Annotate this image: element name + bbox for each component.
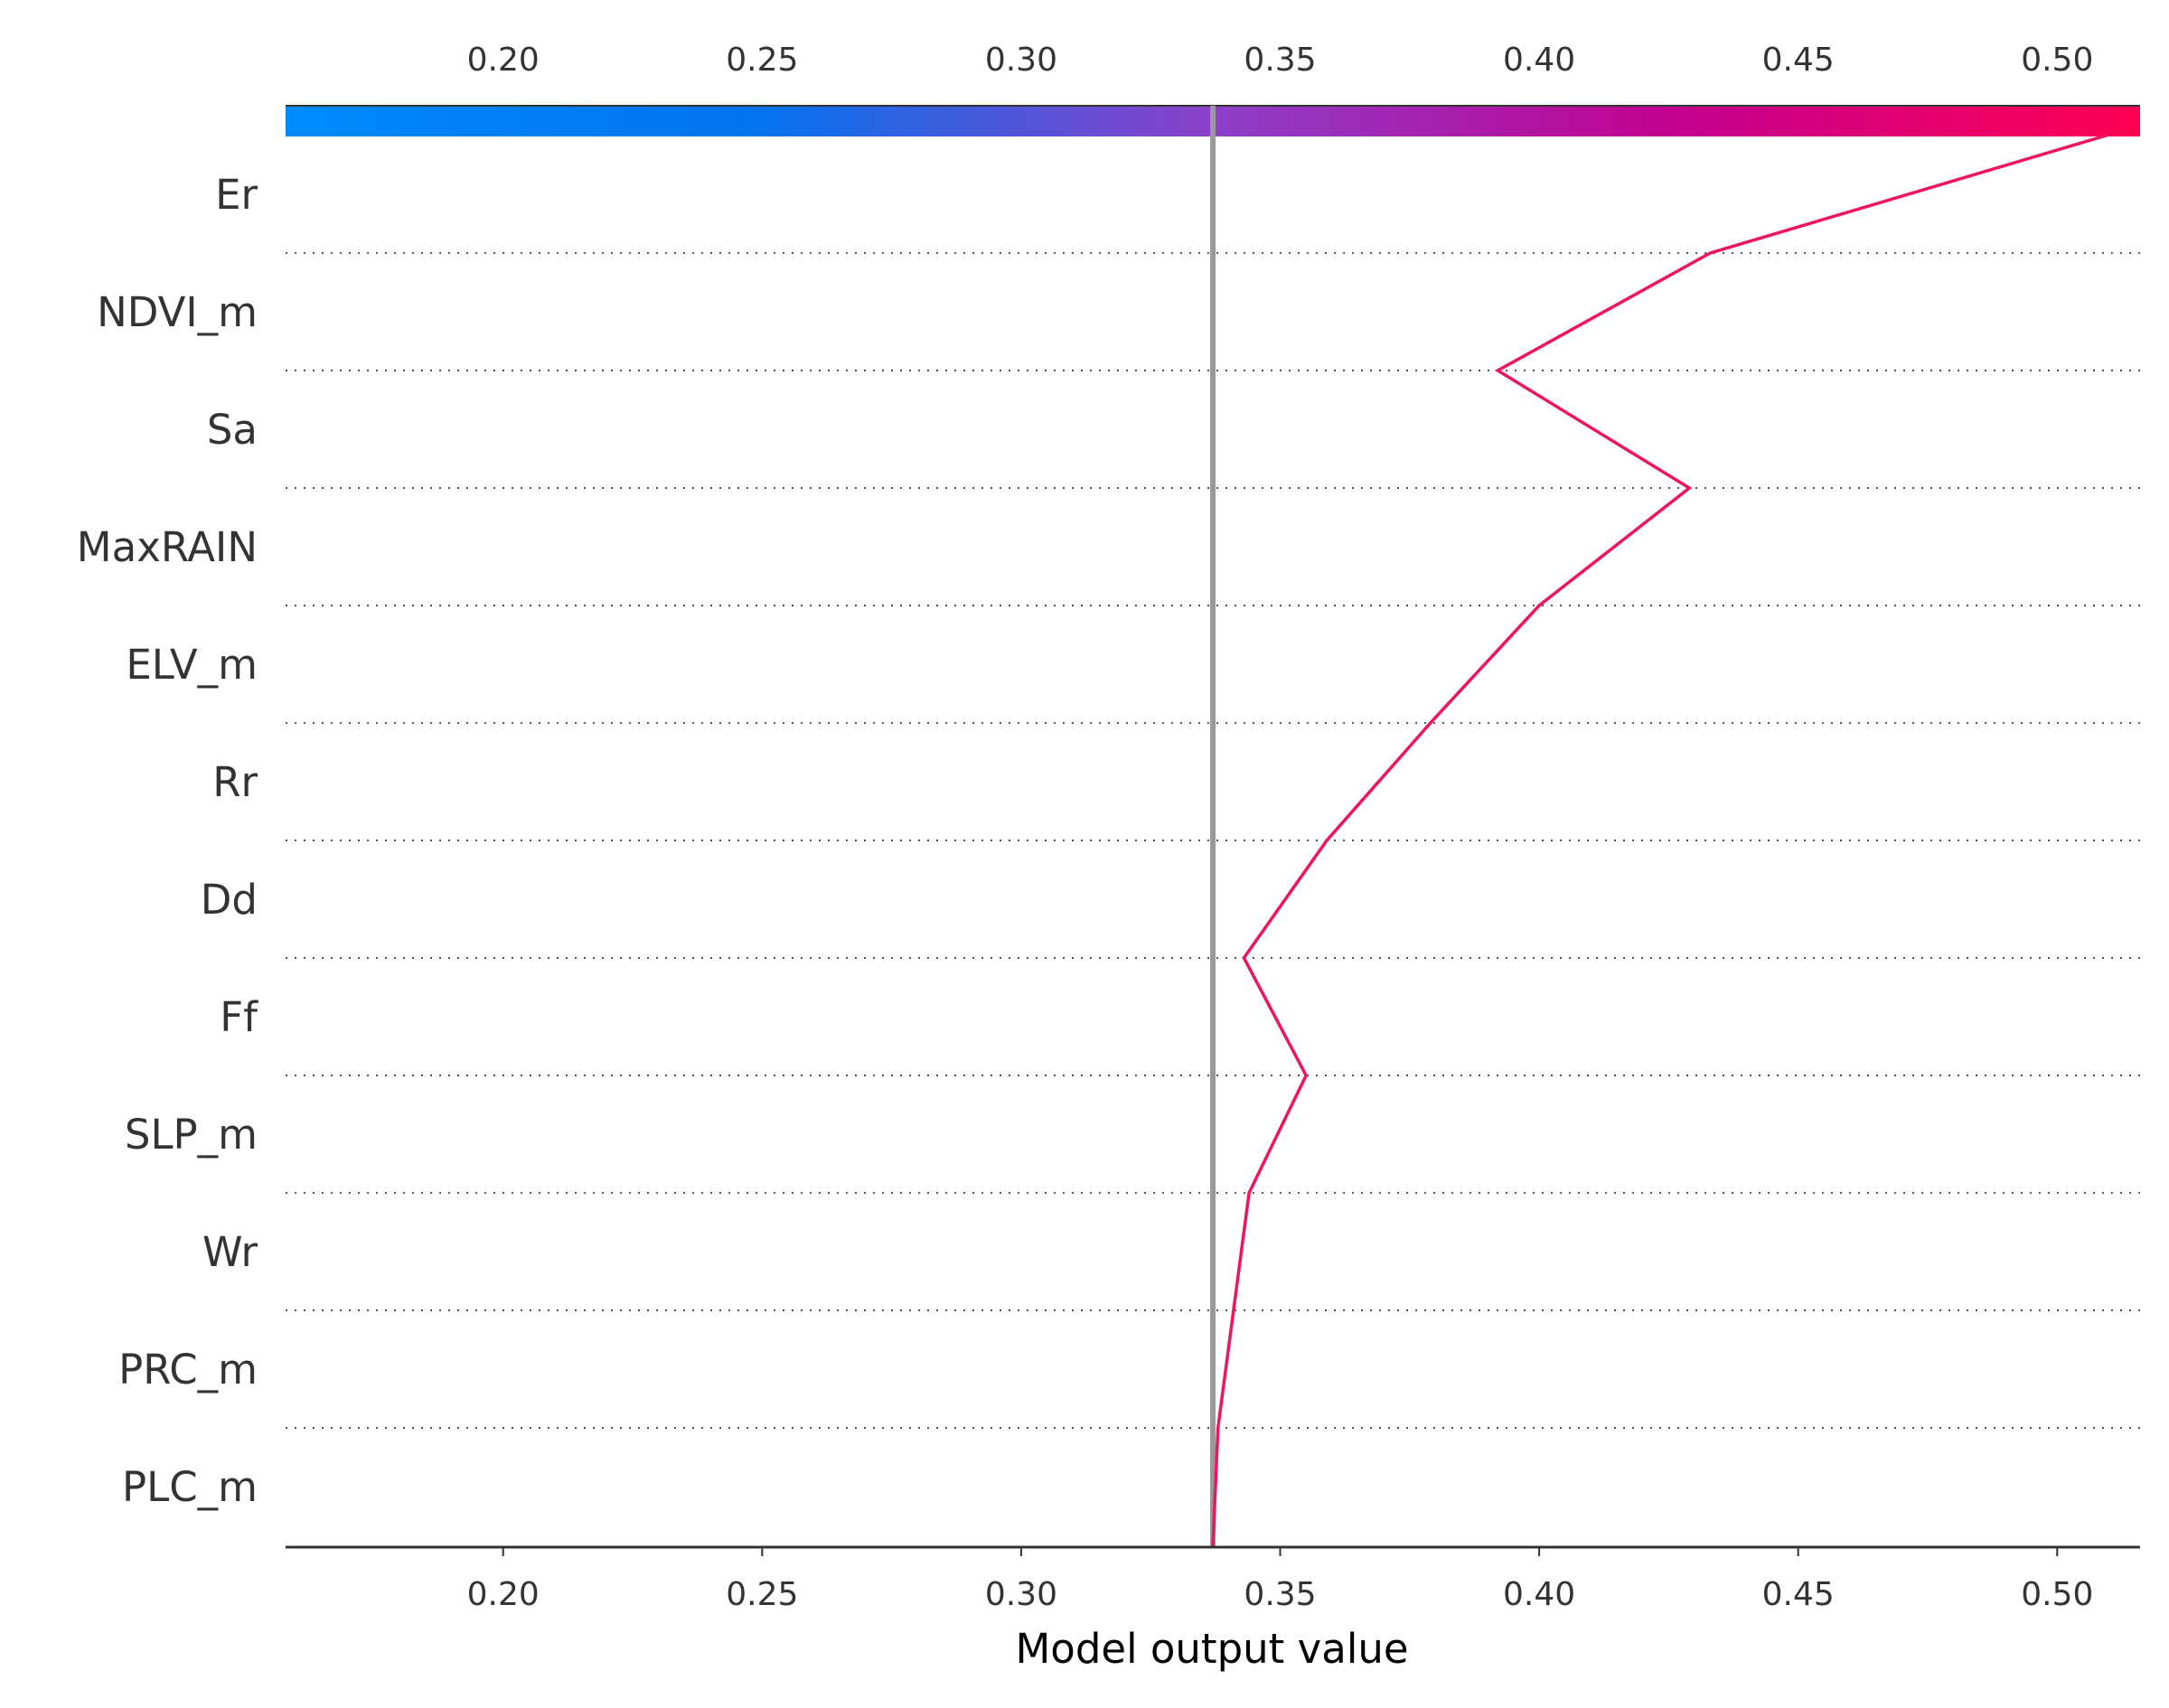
x-tick-label-bottom: 0.50 bbox=[2021, 1576, 2093, 1613]
x-axis: 0.20 0.20 0.25 0.25 0.30 0.30 0.35 0.35 0.40 0.40… bbox=[286, 42, 2140, 1613]
x-tick-label-bottom: 0.45 bbox=[1762, 1576, 1835, 1613]
feature-label: Er bbox=[215, 171, 258, 219]
x-axis-title: Model output value bbox=[1015, 1625, 1408, 1673]
x-tick-label-top: 0.45 bbox=[1762, 42, 1835, 79]
feature-label: ELV_m bbox=[126, 641, 258, 689]
x-tick-label-top: 0.40 bbox=[1503, 42, 1575, 79]
feature-label: Sa bbox=[207, 406, 258, 454]
decision-path-line bbox=[1211, 133, 2110, 1548]
feature-labels: Er NDVI_m Sa MaxRAIN ELV_m Rr Dd Ff SLP_m Wr PRC_m… bbox=[77, 171, 258, 1511]
feature-label: Dd bbox=[201, 876, 258, 924]
decision-path bbox=[1211, 133, 2110, 1548]
x-tick-label-bottom: 0.30 bbox=[985, 1576, 1057, 1613]
feature-label: Wr bbox=[202, 1228, 258, 1276]
x-tick-label-bottom: 0.25 bbox=[726, 1576, 798, 1613]
x-tick-label-top: 0.20 bbox=[467, 42, 540, 79]
feature-label: Ff bbox=[220, 993, 258, 1041]
feature-label: NDVI_m bbox=[97, 288, 258, 336]
feature-label: PRC_m bbox=[118, 1346, 258, 1394]
x-tick-label-bottom: 0.20 bbox=[467, 1576, 540, 1613]
x-tick-label-bottom: 0.40 bbox=[1503, 1576, 1575, 1613]
feature-label: MaxRAIN bbox=[77, 523, 258, 571]
x-tick-label-top: 0.25 bbox=[726, 42, 798, 79]
x-tick-label-top: 0.30 bbox=[985, 42, 1057, 79]
x-tick-label-top: 0.50 bbox=[2021, 42, 2093, 79]
feature-label: Rr bbox=[212, 758, 258, 806]
x-tick-label-top: 0.35 bbox=[1244, 42, 1316, 79]
feature-label: PLC_m bbox=[122, 1463, 258, 1511]
gridlines bbox=[286, 252, 2140, 1429]
x-tick-label-bottom: 0.35 bbox=[1244, 1576, 1316, 1613]
feature-label: SLP_m bbox=[125, 1111, 258, 1159]
